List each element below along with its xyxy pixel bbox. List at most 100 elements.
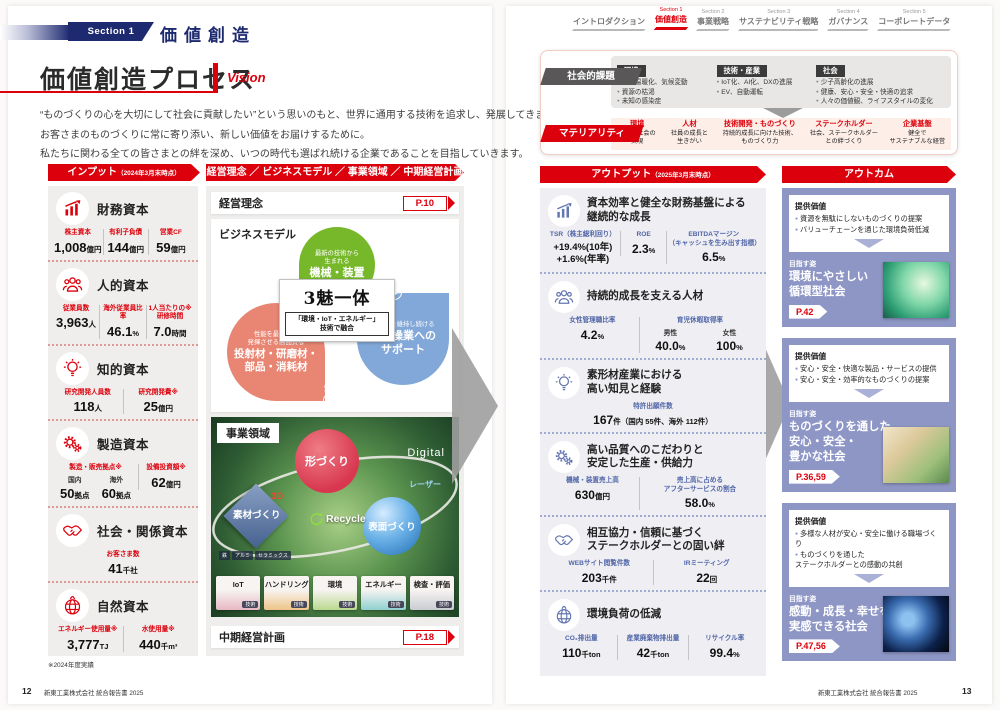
management-banner: 経営理念 ／ ビジネスモデル ／ 事業領域 ／ 中期経営計画 (206, 164, 464, 181)
stat-cell: 製造・販売拠点※ 国内 50拠点 海外 60拠点 (60, 464, 132, 501)
handshake-icon (548, 524, 580, 557)
lightbulb-icon (56, 351, 89, 385)
tech-cube-energy: エネルギー 技術 (361, 576, 406, 610)
tab-section5-corporate-data[interactable]: Section 5 コーポレートデータ (873, 9, 955, 30)
tab-section3-sustainability[interactable]: Section 3 サステナビリティ戦略 (734, 9, 823, 30)
stat-cell: 機械・装置売上高 630億円 (566, 477, 619, 502)
three-mi-ittai-box: 3魅一体 「環境・IoT・エネルギー」 技術で融合 (279, 279, 395, 343)
intro-paragraph: “ものづくりの心を大切にして社会に貢献したい”という思いのもと、世界に通用する技… (40, 110, 576, 160)
digital-label: Digital (407, 447, 445, 459)
stat-cell: 産業廃棄物排出量 42千ton (616, 635, 689, 660)
appeal-badge-2: 魅力 2 (323, 383, 338, 408)
stat-cell: 設備投資額※ 62億円 (138, 464, 193, 490)
down-arrow-icon (854, 388, 884, 398)
stat-cell: 研究開発人員数 118人 (64, 388, 111, 415)
tab-section2-business-strategy[interactable]: Section 2 事業戦略 (692, 9, 734, 30)
node-shape-making: 形づくり (295, 429, 359, 493)
people-icon (56, 267, 89, 301)
handshake-icon (56, 513, 89, 547)
midterm-plan-page-button[interactable]: P.18 (402, 629, 455, 645)
materiality-technology: 技術開発・ものづくり 持続的成長に向けた技術、 ものづくり力 (722, 119, 797, 146)
tab-section1-value-creation[interactable]: Section 1 価値創造 (650, 7, 692, 30)
hand-plant-photo (883, 261, 949, 318)
stat-cell: 1人当たりの※ 研修時間 7.0時間 (146, 304, 193, 339)
globe-icon (56, 589, 89, 623)
top-navigation: イントロダクション Section 1 価値創造 Section 2 事業戦略 Se… (568, 7, 955, 30)
social-issues-panel: 社会的課題 環境 地球温暖化、気候変動 資源の枯渇 未知の感染症 技術・産業 I… (540, 50, 958, 155)
tech-cube-handling: ハンドリング 技術 (264, 576, 309, 610)
stat-cell: 育児休暇取得率 男性 40.0% 女性 100% (638, 317, 760, 353)
stat-cell: 女性管理職比率 4.2% (569, 317, 616, 342)
gears-icon (548, 441, 580, 474)
tech-cube-iot: IoT 技術 (216, 576, 261, 610)
output-quality: 高い品質へのこだわりと 安定した生産・供給力 機械・装置売上高 630億円 売上高… (540, 434, 766, 518)
bar-chart-growth-icon (548, 195, 580, 227)
tab-section4-governance[interactable]: Section 4 ガバナンス (823, 9, 873, 30)
input-column: 財務資本 株主資本 1,008億円 有利子負債 144億円 営業CF 59億円 人的資… (48, 186, 198, 656)
stat-cell: IRミーティング 22回 (652, 560, 761, 585)
midterm-plan-bar: 中期経営計画 P.18 (211, 626, 459, 648)
output-knowledge: 素形材産業における 高い知見と経験 特許出願件数 167件（国内 55件、海外 1… (540, 360, 766, 435)
materiality-tag: マテリアリティ (543, 125, 641, 142)
output-human: 持続的成長を支える人材 女性管理職比率 4.2% 育児休暇取得率 男性 40.0% … (540, 274, 766, 360)
outcome-card-society: 提供価値 安心・安全・快適な製品・サービスの提供 安心・安全・効率的なものづくり… (782, 337, 956, 492)
people-icon (548, 281, 580, 314)
stat-cell: お客さま数 41千社 (106, 550, 140, 577)
earth-photo (883, 596, 949, 653)
node-surface-making: 表面づくり (363, 497, 421, 555)
outcome-page-button[interactable]: P.47,56 (789, 639, 840, 653)
page-number-left: 12 (22, 686, 32, 696)
section-tag: Section 1 (68, 22, 154, 41)
page-number-right: 13 (962, 686, 972, 696)
outcome-card-happiness: 提供価値 多様な人材が安心・安全に働ける職場づくり ものづくりを通した ステーク… (782, 502, 956, 662)
material-tags: 鉄アルミ セラミックス (219, 551, 291, 560)
chevron-right-icon (448, 630, 455, 644)
title-underline (0, 91, 213, 93)
capital-intellectual: 知的資本 研究開発人員数 118人 研究開発費※ 25億円 (48, 346, 198, 422)
materiality-stakeholder: ステークホルダー 社会、ステークホルダー との絆づくり (809, 119, 878, 146)
materiality-band: 環境 循環型社会の 実現 人材 社員の成長と 生きがい 技術開発・ものづくり 持続的成… (611, 118, 951, 150)
recycle-label: Recycle (309, 511, 366, 526)
input-banner: インプット（2024年3月末時点） (48, 164, 200, 181)
tab-introduction[interactable]: イントロダクション (568, 9, 650, 30)
management-column: 経営理念 P.10 ビジネスモデル 最新の技術から 生まれる 機械・装置 性能を最… (206, 186, 464, 656)
outcome-card-environment: 提供価値 資源を無駄にしないものづくりの提案 バリューチェーンを通じた環境負荷低… (782, 188, 956, 327)
down-arrow-icon (763, 108, 803, 118)
issues-society: 社会 少子高齢化の進展 健康、安心・安全・快適の追求 人々の価値観、ライフスタイ… (816, 60, 945, 105)
outcome-page-button[interactable]: P.36,59 (789, 470, 840, 484)
stat-cell: 特許出願件数 167件（国内 55件、海外 112件） (593, 402, 713, 428)
down-arrow-icon (854, 573, 884, 583)
bar-chart-growth-icon (56, 192, 89, 225)
stat-cell: 海外従業員比率 46.1% (99, 304, 146, 339)
stat-cell: CO₂排出量 110千ton (562, 635, 601, 660)
stat-cell: 水使用量※ 440千m³ (122, 626, 194, 652)
down-arrow-icon (854, 239, 884, 249)
social-issues-box: 環境 地球温暖化、気候変動 資源の枯渇 未知の感染症 技術・産業 IoT化、AI… (611, 56, 951, 108)
input-footnote: ※2024年度実績 (48, 662, 94, 669)
output-banner: アウトプット（2025年3月末時点） (540, 166, 766, 183)
lightbulb-icon (548, 366, 580, 399)
vision-label: Vision (227, 70, 266, 85)
output-financial: 資本効率と健全な財務基盤による 継続的な成長 TSR（株主総利回り） +19.4%… (540, 188, 766, 275)
philosophy-page-button[interactable]: P.10 (402, 195, 455, 211)
chevron-right-icon (448, 196, 455, 210)
stat-cell: 株主資本 1,008億円 (54, 229, 102, 255)
outcome-page-button[interactable]: P.42 (789, 305, 827, 319)
stat-cell: EBITDAマージン （キャッシュを生み出す指標） 6.5% (666, 231, 761, 265)
capital-manufacturing: 製造資本 製造・販売拠点※ 国内 50拠点 海外 60拠点 設備投資額※ 62億円 (48, 421, 198, 508)
issues-technology: 技術・産業 IoT化、AI化、DXの進展 EV、自動運転 (716, 60, 813, 104)
outcome-column: 提供価値 資源を無駄にしないものづくりの提案 バリューチェーンを通じた環境負荷低… (782, 188, 956, 672)
business-model-panel: ビジネスモデル 最新の技術から 生まれる 機械・装置 性能を最大限に 発揮させる高… (211, 219, 459, 412)
output-column: 資本効率と健全な財務基盤による 継続的な成長 TSR（株主総利回り） +19.4%… (540, 188, 766, 676)
business-area-panel: 事業領域 形づくり Digital レーザー 3D Recycle 素材づくり … (211, 417, 459, 617)
stat-cell: 営業CF 59億円 (147, 229, 193, 255)
technology-cubes: IoT 技術 ハンドリング 技術 環境 技術 エネルギー 技術 検査・評価 技術 (216, 576, 455, 610)
tech-cube-inspection: 検査・評価 技術 (409, 576, 455, 610)
family-photo (883, 426, 949, 483)
stat-cell: WEBサイト閲覧件数 203千件 (568, 560, 631, 585)
laser-label: レーザー (409, 480, 441, 489)
recycle-arrow-icon (309, 511, 324, 526)
capital-financial: 財務資本 株主資本 1,008億円 有利子負債 144億円 営業CF 59億円 (48, 186, 198, 262)
title-red-bar (213, 63, 218, 93)
